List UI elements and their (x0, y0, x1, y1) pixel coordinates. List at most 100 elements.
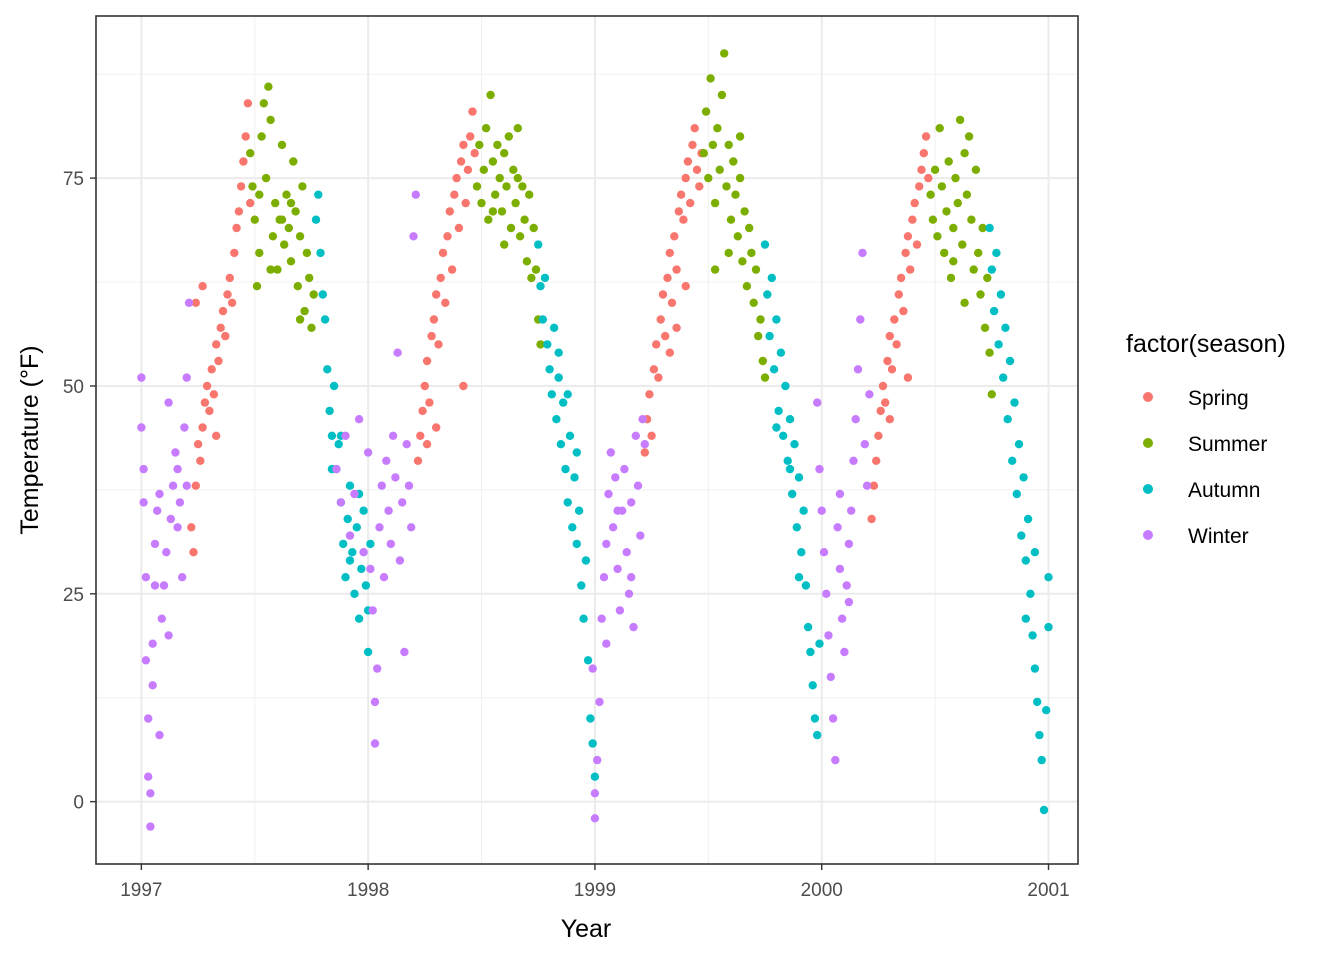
data-point (491, 190, 500, 199)
data-point (767, 273, 776, 283)
data-point (504, 132, 513, 141)
data-point (518, 182, 527, 191)
data-point (710, 265, 720, 274)
data-point (166, 514, 175, 524)
data-point (785, 415, 795, 424)
data-point (565, 431, 575, 440)
data-point (640, 440, 649, 449)
data-point (992, 248, 1001, 258)
data-point (271, 198, 280, 208)
legend-swatch (1143, 438, 1153, 448)
series-autumn (311, 190, 1053, 815)
data-point (178, 573, 187, 582)
legend-swatch (1143, 530, 1153, 540)
data-point (513, 173, 522, 183)
data-point (933, 232, 942, 241)
data-point (339, 539, 348, 549)
data-point (155, 730, 164, 740)
data-point (1039, 805, 1049, 815)
data-point (704, 173, 713, 183)
data-point (785, 464, 795, 474)
data-point (370, 697, 380, 707)
data-point (441, 298, 450, 307)
data-point (266, 265, 275, 274)
data-point (583, 656, 593, 665)
data-point (815, 464, 824, 474)
data-point (690, 124, 699, 133)
data-point (638, 415, 647, 424)
data-point (983, 273, 992, 283)
data-point (903, 232, 913, 241)
data-point (688, 140, 697, 150)
series-winter (137, 190, 874, 831)
data-point (1008, 456, 1017, 465)
data-point (676, 190, 686, 199)
data-point (869, 481, 879, 490)
data-point (196, 456, 205, 465)
data-point (862, 481, 872, 490)
data-point (921, 132, 931, 141)
data-point (1044, 573, 1053, 582)
data-point (459, 381, 468, 391)
data-point (729, 157, 738, 166)
data-point (402, 440, 411, 449)
data-point (620, 464, 629, 474)
data-point (416, 431, 425, 440)
data-point (454, 223, 464, 233)
data-point (1005, 356, 1015, 366)
data-point (874, 431, 883, 440)
data-point (946, 273, 956, 283)
legend-item-autumn: Autumn (1143, 479, 1260, 502)
data-point (500, 149, 509, 158)
data-point (928, 215, 938, 224)
data-point (334, 440, 343, 449)
data-point (574, 506, 584, 515)
data-point (164, 398, 173, 407)
data-point (1028, 631, 1037, 640)
data-point (488, 157, 498, 166)
data-point (171, 448, 180, 457)
data-point (964, 132, 974, 141)
data-point (173, 464, 182, 474)
x-tick-label: 2001 (1027, 880, 1069, 901)
data-point (754, 331, 763, 341)
data-point (141, 656, 151, 665)
data-point (949, 257, 958, 266)
legend-swatch (1143, 484, 1153, 494)
data-point (407, 523, 416, 532)
data-point (404, 481, 414, 490)
data-point (681, 173, 690, 183)
data-point (987, 390, 996, 399)
data-point (150, 539, 160, 549)
data-point (999, 373, 1008, 382)
data-point (810, 714, 820, 723)
data-point (466, 132, 475, 141)
data-point (164, 631, 173, 640)
data-point (910, 198, 919, 208)
data-point (742, 282, 752, 291)
data-point (602, 539, 611, 549)
data-point (382, 456, 391, 465)
data-point (232, 223, 241, 233)
data-point (876, 406, 885, 416)
data-point (803, 622, 813, 632)
data-point (277, 215, 287, 224)
data-point (554, 373, 563, 382)
data-point (872, 456, 881, 465)
data-point (588, 739, 597, 748)
legend-label: Spring (1188, 387, 1249, 410)
data-point (774, 406, 783, 416)
data-point (681, 282, 690, 291)
data-point (595, 697, 604, 707)
data-point (1010, 398, 1019, 407)
data-point (184, 298, 194, 307)
data-point (896, 273, 906, 283)
data-point (325, 406, 334, 416)
data-point (273, 265, 282, 274)
data-point (230, 248, 239, 258)
data-point (735, 132, 745, 141)
data-point (790, 440, 799, 449)
data-point (332, 464, 341, 474)
data-point (450, 190, 459, 199)
data-point (940, 248, 949, 258)
